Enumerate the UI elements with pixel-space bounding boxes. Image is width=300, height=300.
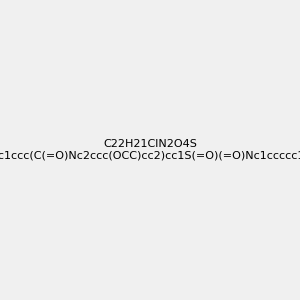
Text: C22H21ClN2O4S
Clc1ccc(C(=O)Nc2ccc(OCC)cc2)cc1S(=O)(=O)Nc1ccccc1C: C22H21ClN2O4S Clc1ccc(C(=O)Nc2ccc(OCC)cc… — [0, 139, 300, 161]
